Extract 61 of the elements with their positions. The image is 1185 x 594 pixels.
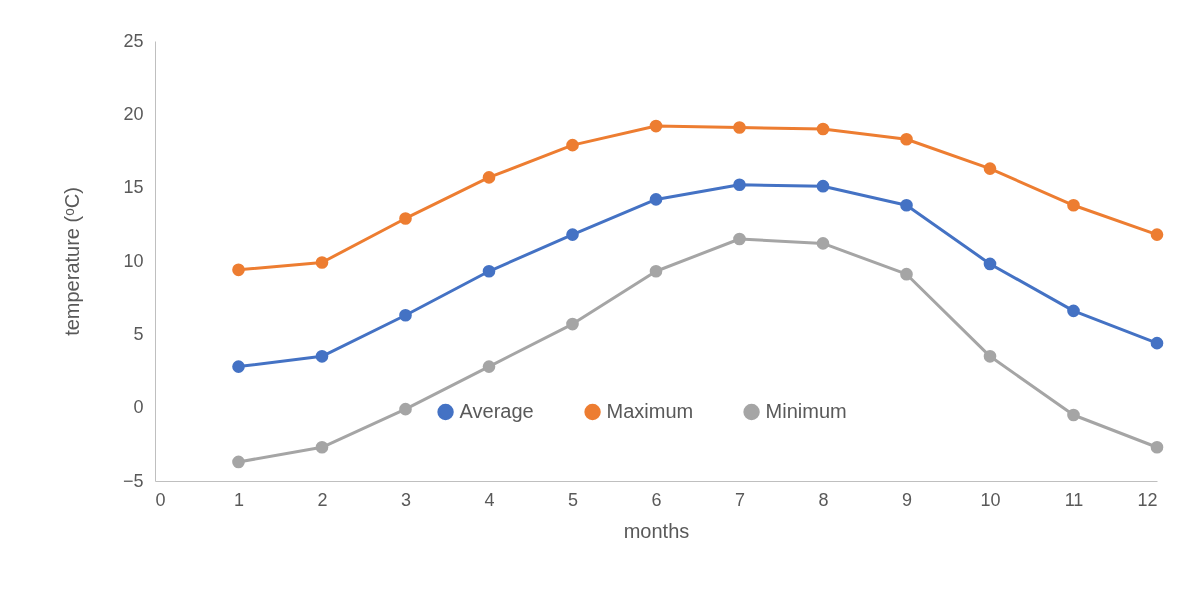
point (232, 455, 245, 469)
point (733, 178, 746, 192)
x-tick-label: 4 (484, 489, 495, 510)
y-tick-label: 5 (133, 323, 144, 344)
point (733, 121, 746, 134)
y-axis-title: temperature (ᵒC) (60, 187, 83, 336)
x-tick-label: 7 (734, 489, 746, 510)
legend-label: Minimum (765, 399, 847, 422)
y-tick-label: −5 (122, 470, 144, 491)
point (566, 228, 579, 241)
x-tick-label: 9 (901, 489, 913, 510)
point (482, 171, 496, 184)
x-tick-label: 3 (400, 489, 412, 510)
point (816, 179, 830, 193)
point (232, 360, 245, 373)
x-tick-label: 10 (980, 489, 1001, 510)
point (649, 119, 663, 133)
point (1067, 304, 1080, 318)
point (232, 263, 245, 277)
point (566, 317, 579, 331)
point (482, 264, 496, 278)
x-tick-label: 5 (567, 489, 579, 510)
y-tick-label: 0 (133, 397, 144, 418)
point (315, 350, 329, 363)
point (649, 193, 663, 206)
x-tick-label: 2 (317, 489, 328, 510)
point (816, 122, 830, 136)
point (900, 267, 913, 281)
legend-label: Maximum (606, 399, 694, 422)
point (983, 257, 997, 271)
x-tick-label: 0 (155, 489, 166, 510)
y-tick-label: 15 (123, 177, 144, 198)
point (399, 402, 412, 416)
point (1150, 228, 1164, 241)
y-tick-label: 20 (123, 103, 144, 124)
point (983, 162, 997, 175)
point (649, 264, 663, 278)
x-tick-label: 12 (1137, 489, 1158, 510)
point (399, 212, 412, 225)
point (315, 440, 329, 454)
x-tick-label: 8 (818, 489, 829, 510)
point (900, 198, 913, 212)
point (816, 237, 830, 250)
point (1150, 440, 1164, 454)
y-tick-label: 10 (123, 250, 144, 271)
point (315, 256, 329, 269)
point (1150, 336, 1164, 350)
point (399, 308, 412, 322)
x-axis-title: months (623, 519, 690, 542)
x-tick-label: 1 (233, 489, 245, 510)
point (983, 350, 997, 363)
point (566, 138, 579, 152)
point (1067, 408, 1080, 422)
point (900, 132, 913, 146)
y-tick-label: 25 (123, 30, 144, 51)
point (482, 360, 496, 373)
legend-label: Average (459, 399, 534, 422)
point (733, 232, 746, 246)
x-tick-label: 11 (1064, 489, 1084, 510)
x-tick-label: 6 (651, 489, 662, 510)
point (1067, 198, 1080, 212)
